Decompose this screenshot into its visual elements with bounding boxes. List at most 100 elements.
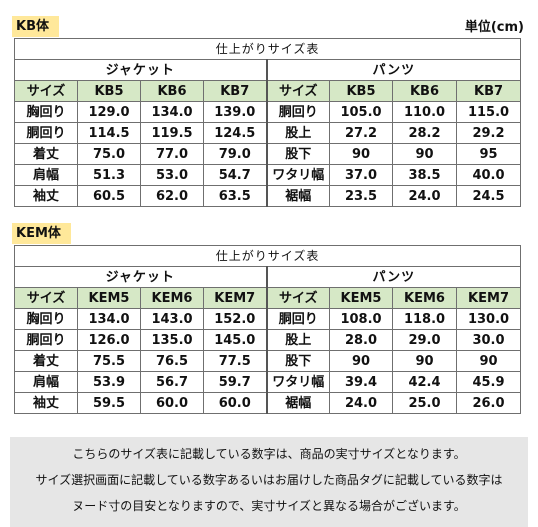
size-header-cell: KB6	[140, 80, 204, 102]
measure-label: 胸回り	[14, 308, 78, 330]
measure-value: 139.0	[203, 101, 267, 123]
size-header-cell: サイズ	[265, 287, 330, 309]
size-header-cell: KB5	[329, 80, 393, 102]
measure-value: 60.0	[140, 392, 204, 414]
measure-value: 95	[455, 143, 522, 165]
measure-label: 胴回り	[265, 308, 330, 330]
measure-value: 152.0	[203, 308, 267, 330]
size-table-kem: 仕上がりサイズ表 ジャケット パンツ サイズ KEM5 KEM6 KEM7 サイズ KEM5 KE…	[13, 245, 522, 414]
size-header-row: サイズ KEM5 KEM6 KEM7 サイズ KEM5 KEM6 KEM7	[14, 287, 522, 309]
measure-value: 90	[329, 143, 393, 165]
measure-value: 40.0	[455, 164, 522, 186]
measure-value: 26.0	[455, 392, 522, 414]
measure-label: 股上	[265, 122, 330, 144]
measure-value: 51.3	[77, 164, 141, 186]
measure-value: 27.2	[329, 122, 393, 144]
measure-value: 119.5	[140, 122, 204, 144]
measure-value: 60.0	[203, 392, 267, 414]
measure-value: 42.4	[392, 371, 457, 393]
jacket-group-title: ジャケット	[14, 59, 267, 81]
measure-value: 29.2	[455, 122, 522, 144]
measure-value: 45.9	[455, 371, 522, 393]
measure-value: 129.0	[77, 101, 141, 123]
size-header-cell: KEM7	[203, 287, 267, 309]
measure-value: 90	[455, 350, 522, 372]
measure-label: 着丈	[14, 143, 78, 165]
measure-value: 90	[392, 350, 457, 372]
measure-value: 75.5	[77, 350, 141, 372]
group-header-row: ジャケット パンツ	[14, 266, 522, 288]
size-table-kb: 仕上がりサイズ表 ジャケット パンツ サイズ KB5 KB6 KB7 サイズ KB5 KB6 KB7…	[13, 38, 522, 207]
measure-value: 30.0	[455, 329, 522, 351]
table-title: 仕上がりサイズ表	[13, 245, 522, 267]
size-header-row: サイズ KB5 KB6 KB7 サイズ KB5 KB6 KB7	[14, 80, 522, 102]
measure-label: 肩幅	[14, 164, 78, 186]
measure-value: 77.0	[140, 143, 204, 165]
measure-value: 130.0	[455, 308, 522, 330]
measure-label: 胴回り	[265, 101, 330, 123]
measure-value: 62.0	[140, 185, 204, 207]
table-title: 仕上がりサイズ表	[13, 38, 522, 60]
measure-value: 135.0	[140, 329, 204, 351]
measure-label: 裾幅	[265, 392, 330, 414]
measure-value: 23.5	[329, 185, 393, 207]
measure-value: 110.0	[392, 101, 457, 123]
measure-value: 114.5	[77, 122, 141, 144]
unit-label: 単位(cm)	[464, 20, 524, 35]
measure-value: 90	[329, 350, 393, 372]
measure-value: 76.5	[140, 350, 204, 372]
table-row: 肩幅 53.9 56.7 59.7 ワタリ幅 39.4 42.4 45.9	[14, 371, 522, 393]
size-header-cell: KEM5	[77, 287, 141, 309]
measure-value: 59.5	[77, 392, 141, 414]
measure-label: 股下	[265, 350, 330, 372]
table-row: 袖丈 60.5 62.0 63.5 裾幅 23.5 24.0 24.5	[14, 185, 522, 207]
measure-value: 28.2	[392, 122, 457, 144]
measure-label: 肩幅	[14, 371, 78, 393]
table-row: 肩幅 51.3 53.0 54.7 ワタリ幅 37.0 38.5 40.0	[14, 164, 522, 186]
table-row: 胸回り 129.0 134.0 139.0 胴回り 105.0 110.0 115.0	[14, 101, 522, 123]
table-row: 胴回り 114.5 119.5 124.5 股上 27.2 28.2 29.2	[14, 122, 522, 144]
size-header-cell: KEM5	[329, 287, 393, 309]
size-header-cell: KB6	[392, 80, 457, 102]
table-row: 着丈 75.5 76.5 77.5 股下 90 90 90	[14, 350, 522, 372]
measure-value: 39.4	[329, 371, 393, 393]
size-header-cell: KEM6	[140, 287, 204, 309]
measure-value: 38.5	[392, 164, 457, 186]
measure-label: 胴回り	[14, 122, 78, 144]
size-header-cell: KB7	[455, 80, 522, 102]
size-header-cell: KEM6	[392, 287, 457, 309]
table-title-row: 仕上がりサイズ表	[13, 245, 522, 267]
group-header-row: ジャケット パンツ	[14, 59, 522, 81]
measure-value: 79.0	[203, 143, 267, 165]
measure-value: 105.0	[329, 101, 393, 123]
measure-value: 134.0	[140, 101, 204, 123]
measure-value: 75.0	[77, 143, 141, 165]
measure-value: 28.0	[329, 329, 393, 351]
pants-group-title: パンツ	[265, 266, 522, 288]
measure-value: 24.0	[329, 392, 393, 414]
size-header-cell: サイズ	[14, 287, 78, 309]
table-title-row: 仕上がりサイズ表	[13, 38, 522, 60]
table-row: 胸回り 134.0 143.0 152.0 胴回り 108.0 118.0 130.0	[14, 308, 522, 330]
measure-label: 胴回り	[14, 329, 78, 351]
note-line: ヌード寸の目安となりますので、実寸サイズと異なる場合がございます。	[72, 499, 466, 513]
pants-group-title: パンツ	[265, 59, 522, 81]
measure-value: 29.0	[392, 329, 457, 351]
measure-value: 118.0	[392, 308, 457, 330]
measure-label: 裾幅	[265, 185, 330, 207]
measure-value: 77.5	[203, 350, 267, 372]
measure-value: 24.0	[392, 185, 457, 207]
measure-value: 24.5	[455, 185, 522, 207]
note-line: こちらのサイズ表に記載している数字は、商品の実寸サイズとなります。	[72, 447, 466, 461]
measure-value: 25.0	[392, 392, 457, 414]
table-row: 袖丈 59.5 60.0 60.0 裾幅 24.0 25.0 26.0	[14, 392, 522, 414]
measure-value: 53.0	[140, 164, 204, 186]
measure-label: 袖丈	[14, 185, 78, 207]
measure-value: 59.7	[203, 371, 267, 393]
measure-value: 53.9	[77, 371, 141, 393]
table-row: 着丈 75.0 77.0 79.0 股下 90 90 95	[14, 143, 522, 165]
size-header-cell: KB5	[77, 80, 141, 102]
size-header-cell: サイズ	[14, 80, 78, 102]
measure-value: 126.0	[77, 329, 141, 351]
size-header-cell: KB7	[203, 80, 267, 102]
